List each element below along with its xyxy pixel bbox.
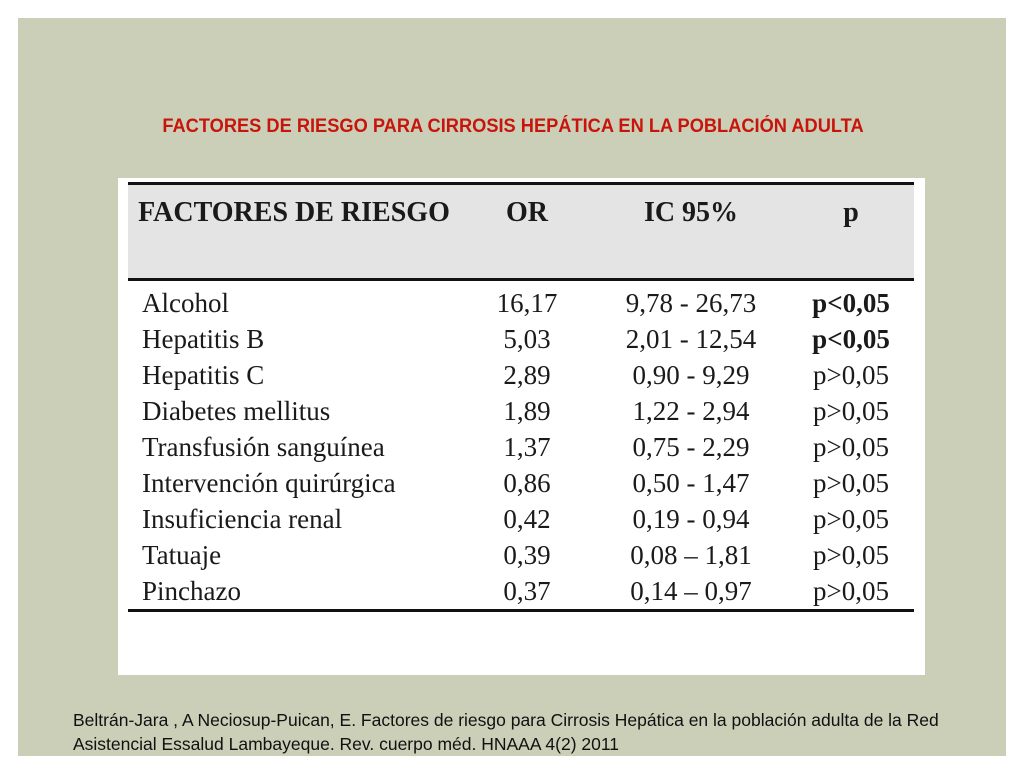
slide-background: FACTORES DE RIESGO PARA CIRROSIS HEPÁTIC… [18,18,1006,756]
or-cell: 0,37 [460,573,594,612]
factor-cell: Alcohol [142,288,229,318]
ic-cell: 0,50 - 1,47 [632,468,750,498]
p-cell: p<0,05 [812,288,890,318]
p-cell: p>0,05 [813,432,889,462]
p-cell: p>0,05 [813,396,889,426]
header-or: OR [460,182,594,281]
factor-cell: Tatuaje [142,540,222,570]
ic-cell: 0,19 - 0,94 [632,504,750,534]
or-cell: 16,17 [496,288,558,318]
or-cell: 5,03 [503,324,551,354]
p-cell: p<0,05 [812,324,890,354]
ic-cell: 1,22 - 2,94 [632,396,750,426]
table-row: Tatuaje 0,39 0,08 – 1,81 p>0,05 [128,537,914,573]
or-cell: 0,86 [503,468,551,498]
table-row: Hepatitis B 5,03 2,01 - 12,54 p<0,05 [128,321,914,357]
ic-cell: 0,75 - 2,29 [632,432,750,462]
p-cell: p>0,05 [813,504,889,534]
factor-cell: Insuficiencia renal [142,504,343,534]
factor-cell: Pinchazo [128,573,460,612]
factor-cell: Intervención quirúrgica [142,468,396,498]
ic-cell: 2,01 - 12,54 [625,324,757,354]
p-cell: p>0,05 [813,360,889,390]
table-row: Diabetes mellitus 1,89 1,22 - 2,94 p>0,0… [128,393,914,429]
p-cell: p>0,05 [813,468,889,498]
citation-text: Beltrán-Jara , A Neciosup-Puican, E. Fac… [73,710,939,754]
table-header-row: FACTORES DE RIESGO OR IC 95% p [128,182,914,281]
p-cell: p>0,05 [813,540,889,570]
or-cell: 2,89 [503,360,551,390]
or-cell: 0,39 [503,540,551,570]
or-cell: 1,89 [503,396,551,426]
table-row: Alcohol 16,17 9,78 - 26,73 p<0,05 [128,280,914,322]
or-cell: 1,37 [503,432,551,462]
or-cell: 0,42 [503,504,551,534]
table-row: Hepatitis C 2,89 0,90 - 9,29 p>0,05 [128,357,914,393]
risk-factor-table: FACTORES DE RIESGO OR IC 95% p Alcohol 1… [128,182,914,612]
factor-cell: Hepatitis C [142,360,265,390]
table-row: Pinchazo 0,37 0,14 – 0,97 p>0,05 [128,573,914,612]
header-p: p [788,182,914,281]
header-ic: IC 95% [594,182,788,281]
factor-cell: Transfusión sanguínea [142,432,385,462]
ic-cell: 9,78 - 26,73 [625,288,757,318]
factor-cell: Diabetes mellitus [142,396,331,426]
ic-cell: 0,08 – 1,81 [630,540,752,570]
risk-factor-table-panel: FACTORES DE RIESGO OR IC 95% p Alcohol 1… [118,178,925,675]
header-factor: FACTORES DE RIESGO [128,182,460,281]
ic-cell: 0,14 – 0,97 [594,573,788,612]
table-row: Transfusión sanguínea 1,37 0,75 - 2,29 p… [128,429,914,465]
table-row: Intervención quirúrgica 0,86 0,50 - 1,47… [128,465,914,501]
table-row: Insuficiencia renal 0,42 0,19 - 0,94 p>0… [128,501,914,537]
factor-cell: Hepatitis B [142,324,265,354]
ic-cell: 0,90 - 9,29 [632,360,750,390]
slide-title: FACTORES DE RIESGO PARA CIRROSIS HEPÁTIC… [162,116,864,137]
p-cell: p>0,05 [788,573,914,612]
